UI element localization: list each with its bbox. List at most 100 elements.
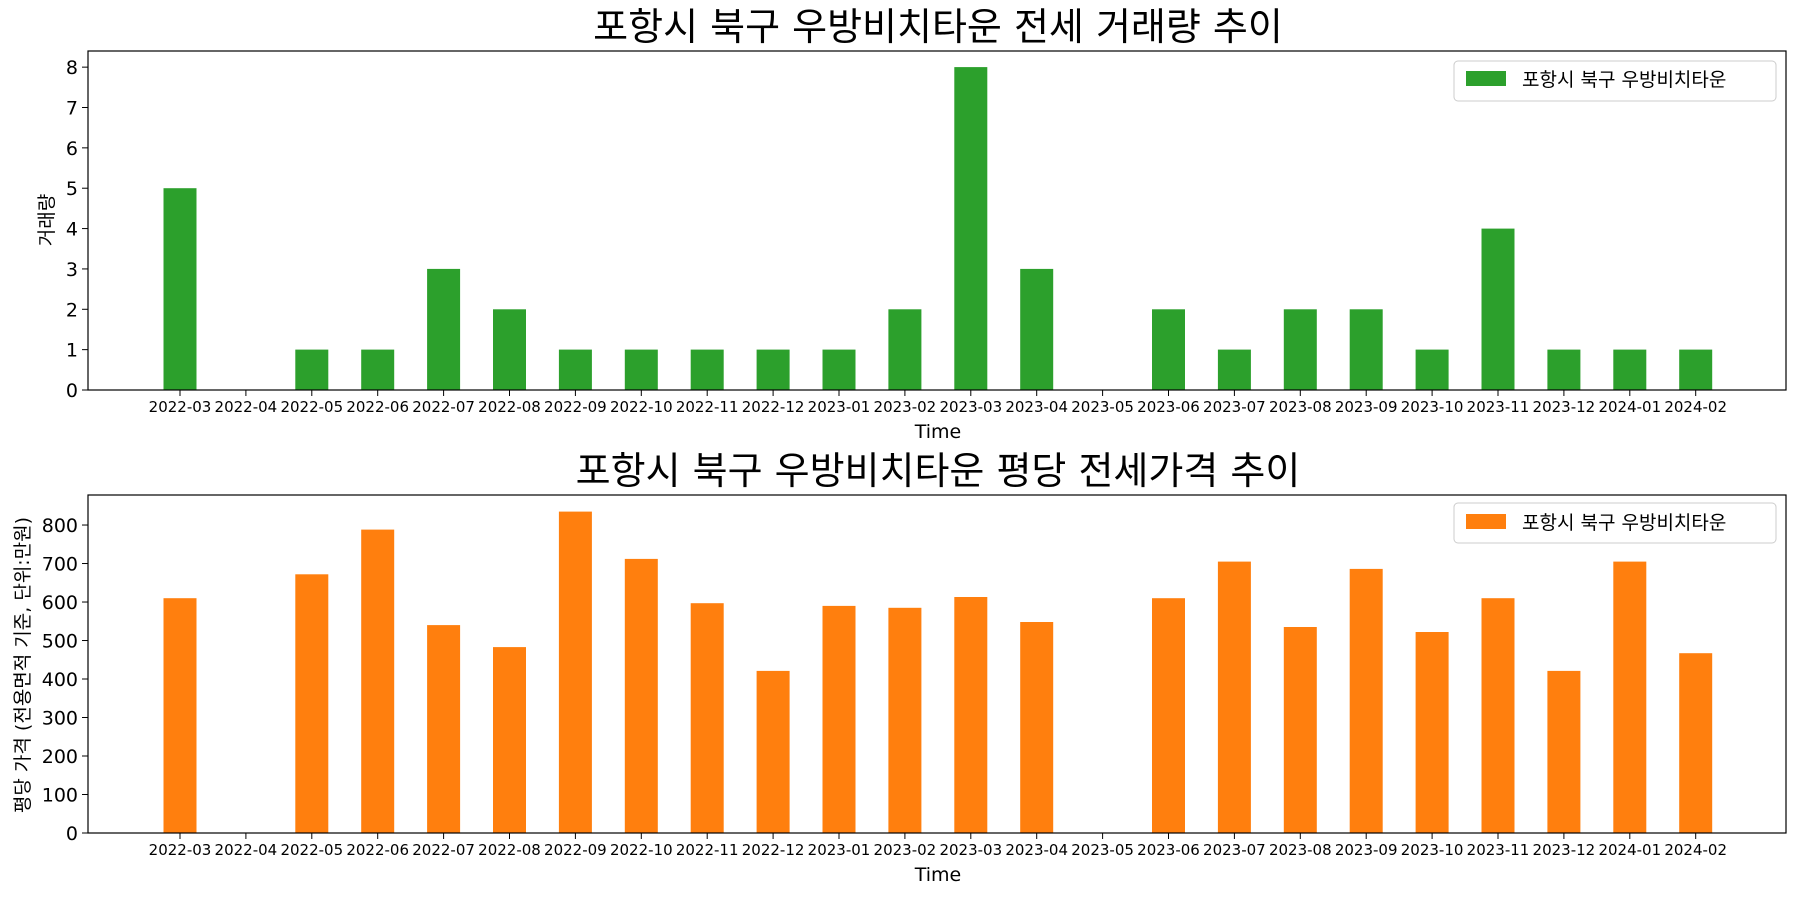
price-y-axis-label: 평당 가격 (전용면적 기준, 단위:만원) <box>12 517 34 813</box>
volume-x-axis-label: Time <box>914 421 962 443</box>
price-xtick-label: 2022-12 <box>742 841 805 859</box>
price-bar-2022-09 <box>558 511 592 833</box>
price-xtick-label: 2023-03 <box>939 841 1002 859</box>
price-bar-2023-09 <box>1349 568 1383 833</box>
volume-xtick-label: 2022-05 <box>280 398 343 416</box>
volume-bar-2023-12 <box>1547 349 1581 390</box>
volume-bar-2023-01 <box>822 349 856 390</box>
price-bar-2024-02 <box>1679 653 1713 833</box>
price-xtick-label: 2022-11 <box>676 841 739 859</box>
price-bars <box>163 511 1713 833</box>
price-bar-2022-06 <box>361 529 395 833</box>
volume-xtick-label: 2022-11 <box>676 398 739 416</box>
volume-xtick-label: 2022-04 <box>215 398 278 416</box>
volume-legend: 포항시 북구 우방비치타운 <box>1453 60 1777 102</box>
volume-xtick-label: 2022-03 <box>149 398 212 416</box>
price-legend-box <box>1453 502 1777 544</box>
price-ytick-label: 0 <box>66 823 78 845</box>
volume-xtick-label: 2024-02 <box>1664 398 1727 416</box>
volume-xtick-label: 2023-02 <box>874 398 937 416</box>
volume-plot-frame <box>87 50 1787 391</box>
price-bar-2022-08 <box>493 647 526 833</box>
volume-xtick-label: 2023-11 <box>1467 398 1530 416</box>
price-bar-2023-08 <box>1283 627 1317 833</box>
price-xtick-label: 2023-11 <box>1467 841 1530 859</box>
volume-bar-2023-02 <box>888 309 922 390</box>
volume-bar-2024-01 <box>1613 349 1647 390</box>
price-bar-2022-11 <box>690 603 724 833</box>
price-ytick-label: 500 <box>42 631 78 653</box>
volume-bar-2022-08 <box>493 309 526 390</box>
volume-bar-2023-08 <box>1283 309 1317 390</box>
volume-y-axis-label: 거래량 <box>36 194 58 246</box>
volume-xtick-label: 2023-01 <box>808 398 871 416</box>
price-bar-2022-10 <box>624 558 658 833</box>
volume-xtick-label: 2022-10 <box>610 398 673 416</box>
price-legend-label: 포항시 북구 우방비치타운 <box>1522 512 1726 534</box>
price-xtick-label: 2024-02 <box>1664 841 1727 859</box>
volume-ytick-label: 1 <box>66 340 78 362</box>
price-xtick-label: 2023-12 <box>1533 841 1596 859</box>
volume-ytick-label: 8 <box>66 57 78 79</box>
price-bar-2022-03 <box>163 598 197 833</box>
volume-xtick-label: 2023-05 <box>1071 398 1134 416</box>
volume-bar-2024-02 <box>1679 349 1713 390</box>
price-xtick-label: 2023-01 <box>808 841 871 859</box>
volume-bars <box>163 67 1713 390</box>
volume-xtick-label: 2023-06 <box>1137 398 1200 416</box>
volume-legend-box <box>1453 60 1777 102</box>
volume-bar-2023-11 <box>1481 228 1515 390</box>
volume-chart-title: 포항시 북구 우방비치타운 전세 거래량 추이 <box>593 5 1283 49</box>
volume-bar-2022-07 <box>427 268 461 390</box>
price-bar-2022-07 <box>427 625 461 833</box>
volume-xtick-label: 2023-09 <box>1335 398 1398 416</box>
price-xtick-label: 2023-08 <box>1269 841 1332 859</box>
volume-chart: 포항시 북구 우방비치타운 전세 거래량 추이 0 1 2 3 4 5 6 7 8 2022-0… <box>36 5 1787 443</box>
price-chart-title: 포항시 북구 우방비치타운 평당 전세가격 추이 <box>576 449 1301 493</box>
price-xtick-label: 2023-04 <box>1005 841 1068 859</box>
volume-bar-2023-03 <box>954 67 988 390</box>
volume-y-ticks: 0 1 2 3 4 5 6 7 8 <box>66 57 88 402</box>
price-legend: 포항시 북구 우방비치타운 <box>1453 502 1777 544</box>
volume-xtick-label: 2023-07 <box>1203 398 1266 416</box>
volume-bar-2023-10 <box>1415 349 1449 390</box>
price-ytick-label: 400 <box>42 669 78 691</box>
price-bar-2023-04 <box>1020 622 1054 833</box>
price-ytick-label: 200 <box>42 746 78 768</box>
volume-xtick-label: 2024-01 <box>1598 398 1661 416</box>
price-ytick-label: 300 <box>42 708 78 730</box>
volume-xtick-label: 2023-03 <box>939 398 1002 416</box>
price-x-axis-label: Time <box>914 864 962 886</box>
price-bar-2023-02 <box>888 607 922 833</box>
price-chart: 포항시 북구 우방비치타운 평당 전세가격 추이 0 100 200 300 400 50… <box>12 449 1787 886</box>
price-bar-2023-06 <box>1152 598 1185 833</box>
price-xtick-label: 2023-05 <box>1071 841 1134 859</box>
volume-xtick-label: 2023-08 <box>1269 398 1332 416</box>
volume-ytick-label: 5 <box>66 178 78 200</box>
price-xtick-label: 2023-06 <box>1137 841 1200 859</box>
price-xtick-label: 2024-01 <box>1598 841 1661 859</box>
volume-xtick-label: 2022-07 <box>412 398 475 416</box>
price-xtick-label: 2023-09 <box>1335 841 1398 859</box>
volume-xtick-label: 2022-09 <box>544 398 607 416</box>
volume-bar-2022-10 <box>624 349 658 390</box>
volume-bar-2023-06 <box>1152 309 1185 390</box>
price-bar-2023-12 <box>1547 670 1581 833</box>
price-xtick-label: 2022-07 <box>412 841 475 859</box>
price-bar-2023-10 <box>1415 632 1449 833</box>
volume-x-ticks: 2022-03 2022-04 2022-05 2022-06 2022-07 2022-… <box>149 390 1727 416</box>
volume-ytick-label: 2 <box>66 299 78 321</box>
volume-legend-label: 포항시 북구 우방비치타운 <box>1522 69 1726 91</box>
price-bar-2024-01 <box>1613 561 1647 833</box>
price-xtick-label: 2022-09 <box>544 841 607 859</box>
price-y-ticks: 0 100 200 300 400 500 600 700 800 <box>42 515 88 845</box>
price-bar-2023-03 <box>954 597 988 833</box>
volume-bar-2023-04 <box>1020 268 1054 390</box>
volume-xtick-label: 2022-08 <box>478 398 541 416</box>
volume-ytick-label: 3 <box>66 259 78 281</box>
volume-bar-2023-09 <box>1349 309 1383 390</box>
volume-xtick-label: 2023-04 <box>1005 398 1068 416</box>
volume-xtick-label: 2023-10 <box>1401 398 1464 416</box>
price-xtick-label: 2022-10 <box>610 841 673 859</box>
